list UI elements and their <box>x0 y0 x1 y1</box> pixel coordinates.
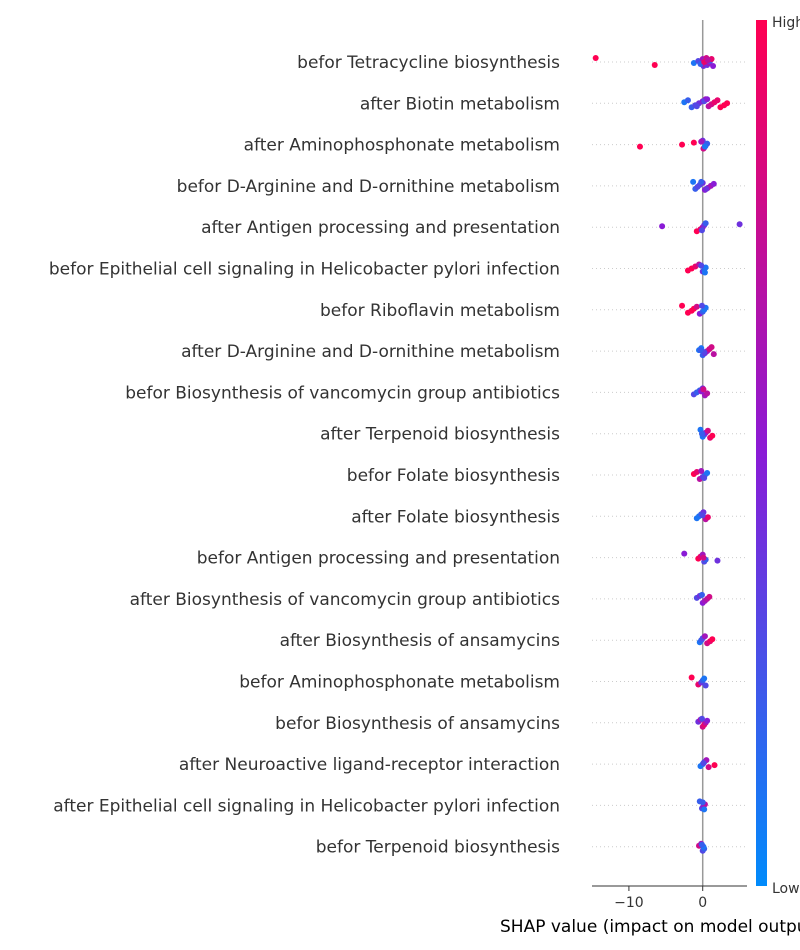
feature-label: after Neuroactive ligand-receptor intera… <box>179 755 560 775</box>
data-point <box>698 138 705 145</box>
data-point <box>592 55 599 61</box>
x-axis-title: SHAP value (impact on model output) <box>500 917 800 937</box>
feature-label: befor Terpenoid biosynthesis <box>316 838 560 858</box>
data-point <box>724 100 731 107</box>
data-point <box>698 468 705 474</box>
feature-label: after Terpenoid biosynthesis <box>320 425 560 445</box>
feature-rows: befor Tetracycline biosynthesis after Bio… <box>49 20 747 886</box>
data-point <box>698 715 705 722</box>
x-tick-label: 0 <box>698 895 707 911</box>
x-tick-label: −10 <box>614 895 644 911</box>
data-point <box>700 386 707 393</box>
feature-label: befor Folate biosynthesis <box>347 466 560 486</box>
data-point <box>709 636 716 643</box>
feature-label: after Aminophosphonate metabolism <box>244 136 560 156</box>
data-point <box>706 593 713 600</box>
data-point <box>701 269 708 276</box>
feature-label: befor Antigen processing and presentatio… <box>197 549 560 569</box>
feature-label: befor D-Arginine and D-ornithine metabol… <box>177 177 560 197</box>
data-point <box>681 550 688 557</box>
data-point <box>698 591 705 598</box>
data-point <box>698 262 705 269</box>
colorbar-low-label: Low <box>772 881 800 897</box>
data-point <box>698 302 705 309</box>
feature-label: after Biosynthesis of ansamycins <box>280 631 561 651</box>
data-point <box>698 430 705 437</box>
feature-label: befor Biosynthesis of vancomycin group a… <box>125 383 560 403</box>
data-point <box>704 427 711 434</box>
colorbar: High Low <box>756 15 800 897</box>
feature-label: after Biosynthesis of vancomycin group a… <box>130 590 561 610</box>
data-point <box>700 760 707 767</box>
feature-label: after Epithelial cell signaling in Helic… <box>53 796 560 816</box>
data-point <box>693 303 700 310</box>
data-point <box>714 557 721 564</box>
data-point <box>688 674 695 681</box>
data-point <box>690 139 697 146</box>
feature-label: after Folate biosynthesis <box>351 507 560 527</box>
data-point <box>698 178 705 185</box>
data-point <box>710 180 717 187</box>
feature-label: befor Biosynthesis of ansamycins <box>275 714 560 734</box>
data-point <box>701 475 708 481</box>
data-point <box>709 432 716 439</box>
feature-label: befor Tetracycline biosynthesis <box>297 53 560 73</box>
data-point <box>704 470 711 476</box>
data-point <box>700 554 707 561</box>
data-point <box>690 178 697 185</box>
feature-label: befor Aminophosphonate metabolism <box>239 673 560 693</box>
data-point <box>704 514 711 521</box>
points-layer <box>592 55 743 854</box>
data-point <box>651 62 658 68</box>
data-point <box>636 143 643 150</box>
data-point <box>714 97 721 104</box>
colorbar-gradient <box>756 20 767 886</box>
data-point <box>698 227 705 234</box>
feature-label: after D-Arginine and D-ornithine metabol… <box>181 342 560 362</box>
data-point <box>704 390 711 397</box>
data-point <box>701 143 708 150</box>
data-point <box>659 223 666 230</box>
data-point <box>699 512 706 519</box>
data-point <box>710 351 717 358</box>
data-point <box>711 762 718 769</box>
data-point <box>697 347 704 354</box>
data-point <box>699 799 706 806</box>
data-point <box>693 103 700 110</box>
feature-label: after Antigen processing and presentatio… <box>201 218 560 238</box>
feature-label: befor Riboflavin metabolism <box>320 301 560 321</box>
data-point <box>702 220 709 227</box>
data-point <box>736 221 743 228</box>
data-point <box>710 63 717 69</box>
data-point <box>684 97 691 104</box>
data-point <box>698 841 705 848</box>
data-point <box>704 717 711 724</box>
data-point <box>704 96 711 103</box>
data-point <box>702 682 709 689</box>
data-point <box>703 185 710 192</box>
feature-label: after Biotin metabolism <box>360 94 560 114</box>
data-point <box>679 302 686 309</box>
feature-label: befor Epithelial cell signaling in Helic… <box>49 260 560 280</box>
data-point <box>705 764 712 771</box>
x-axis: SHAP value (impact on model output) −10 0 <box>500 885 800 937</box>
data-point <box>708 344 715 351</box>
data-point <box>679 141 686 148</box>
data-point <box>701 806 708 813</box>
data-point <box>701 633 708 640</box>
colorbar-high-label: High <box>772 15 800 31</box>
data-point <box>701 675 708 682</box>
data-point <box>704 57 711 63</box>
